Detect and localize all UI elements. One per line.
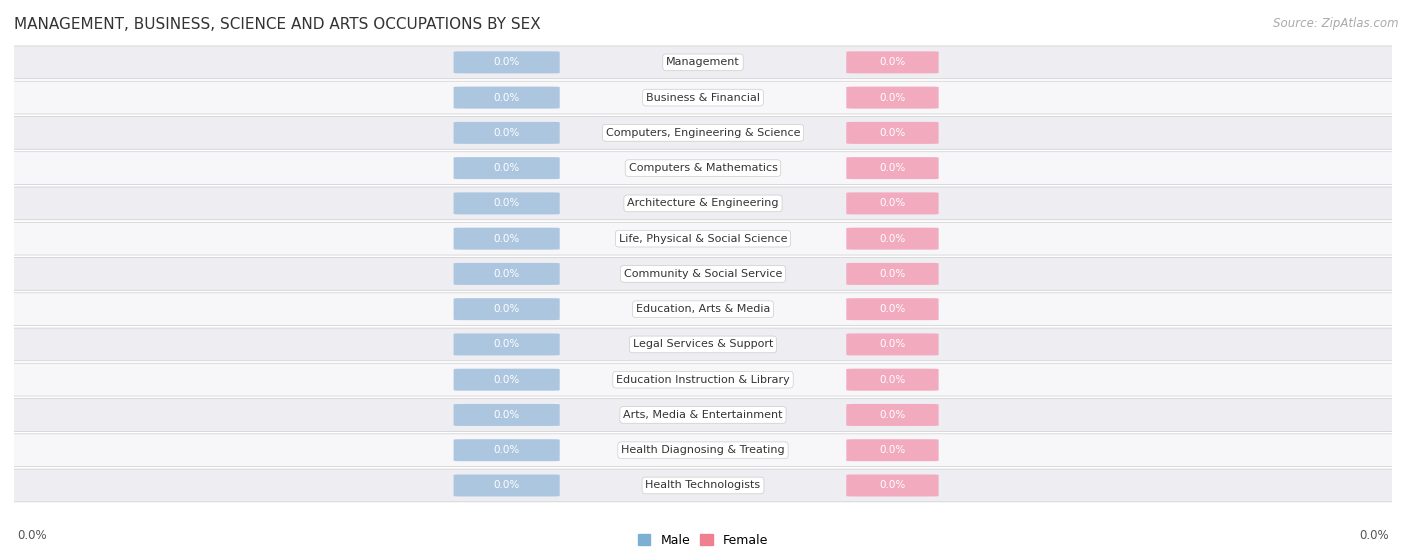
FancyBboxPatch shape <box>846 192 939 215</box>
Text: 0.0%: 0.0% <box>494 445 520 455</box>
Text: Health Diagnosing & Treating: Health Diagnosing & Treating <box>621 445 785 455</box>
FancyBboxPatch shape <box>846 157 939 179</box>
FancyBboxPatch shape <box>846 439 939 461</box>
Text: 0.0%: 0.0% <box>17 529 46 542</box>
FancyBboxPatch shape <box>454 87 560 108</box>
FancyBboxPatch shape <box>846 298 939 320</box>
FancyBboxPatch shape <box>846 122 939 144</box>
Text: Architecture & Engineering: Architecture & Engineering <box>627 198 779 209</box>
FancyBboxPatch shape <box>454 157 560 179</box>
FancyBboxPatch shape <box>11 151 1395 184</box>
FancyBboxPatch shape <box>846 51 939 73</box>
FancyBboxPatch shape <box>11 187 1395 220</box>
FancyBboxPatch shape <box>454 475 560 496</box>
Text: 0.0%: 0.0% <box>494 198 520 209</box>
FancyBboxPatch shape <box>454 369 560 391</box>
Text: MANAGEMENT, BUSINESS, SCIENCE AND ARTS OCCUPATIONS BY SEX: MANAGEMENT, BUSINESS, SCIENCE AND ARTS O… <box>14 17 541 32</box>
FancyBboxPatch shape <box>454 228 560 250</box>
FancyBboxPatch shape <box>846 475 939 496</box>
Text: 0.0%: 0.0% <box>494 410 520 420</box>
Text: 0.0%: 0.0% <box>879 410 905 420</box>
FancyBboxPatch shape <box>11 434 1395 467</box>
FancyBboxPatch shape <box>846 404 939 426</box>
FancyBboxPatch shape <box>11 469 1395 502</box>
FancyBboxPatch shape <box>454 333 560 356</box>
FancyBboxPatch shape <box>846 369 939 391</box>
Text: Management: Management <box>666 58 740 67</box>
FancyBboxPatch shape <box>454 263 560 285</box>
FancyBboxPatch shape <box>846 263 939 285</box>
Text: Arts, Media & Entertainment: Arts, Media & Entertainment <box>623 410 783 420</box>
FancyBboxPatch shape <box>11 328 1395 361</box>
FancyBboxPatch shape <box>11 293 1395 325</box>
FancyBboxPatch shape <box>846 228 939 250</box>
Text: 0.0%: 0.0% <box>879 375 905 385</box>
Text: Education, Arts & Media: Education, Arts & Media <box>636 304 770 314</box>
Text: 0.0%: 0.0% <box>494 304 520 314</box>
Text: 0.0%: 0.0% <box>879 269 905 279</box>
Text: 0.0%: 0.0% <box>879 163 905 173</box>
Text: 0.0%: 0.0% <box>494 481 520 490</box>
Text: Computers & Mathematics: Computers & Mathematics <box>628 163 778 173</box>
Text: 0.0%: 0.0% <box>879 304 905 314</box>
Text: 0.0%: 0.0% <box>879 234 905 244</box>
FancyBboxPatch shape <box>11 363 1395 396</box>
Text: 0.0%: 0.0% <box>494 163 520 173</box>
FancyBboxPatch shape <box>454 404 560 426</box>
FancyBboxPatch shape <box>846 333 939 356</box>
Text: Computers, Engineering & Science: Computers, Engineering & Science <box>606 128 800 138</box>
Text: 0.0%: 0.0% <box>1360 529 1389 542</box>
Text: Community & Social Service: Community & Social Service <box>624 269 782 279</box>
Text: Life, Physical & Social Science: Life, Physical & Social Science <box>619 234 787 244</box>
Text: 0.0%: 0.0% <box>879 339 905 349</box>
Text: 0.0%: 0.0% <box>494 375 520 385</box>
Text: 0.0%: 0.0% <box>879 445 905 455</box>
Text: 0.0%: 0.0% <box>494 234 520 244</box>
Text: Health Technologists: Health Technologists <box>645 481 761 490</box>
Text: 0.0%: 0.0% <box>879 58 905 67</box>
Text: 0.0%: 0.0% <box>879 128 905 138</box>
Text: Legal Services & Support: Legal Services & Support <box>633 339 773 349</box>
Text: 0.0%: 0.0% <box>494 339 520 349</box>
FancyBboxPatch shape <box>11 399 1395 432</box>
Text: 0.0%: 0.0% <box>494 269 520 279</box>
Text: Business & Financial: Business & Financial <box>645 93 761 103</box>
FancyBboxPatch shape <box>454 439 560 461</box>
Text: Source: ZipAtlas.com: Source: ZipAtlas.com <box>1274 17 1399 30</box>
Text: Education Instruction & Library: Education Instruction & Library <box>616 375 790 385</box>
Text: 0.0%: 0.0% <box>879 93 905 103</box>
FancyBboxPatch shape <box>11 222 1395 255</box>
Text: 0.0%: 0.0% <box>494 58 520 67</box>
FancyBboxPatch shape <box>846 87 939 108</box>
Text: 0.0%: 0.0% <box>879 481 905 490</box>
FancyBboxPatch shape <box>11 81 1395 114</box>
FancyBboxPatch shape <box>11 116 1395 149</box>
FancyBboxPatch shape <box>11 258 1395 290</box>
FancyBboxPatch shape <box>11 46 1395 79</box>
FancyBboxPatch shape <box>454 298 560 320</box>
Text: 0.0%: 0.0% <box>879 198 905 209</box>
Text: 0.0%: 0.0% <box>494 93 520 103</box>
FancyBboxPatch shape <box>454 51 560 73</box>
FancyBboxPatch shape <box>454 192 560 215</box>
FancyBboxPatch shape <box>454 122 560 144</box>
Text: 0.0%: 0.0% <box>494 128 520 138</box>
Legend: Male, Female: Male, Female <box>633 529 773 552</box>
